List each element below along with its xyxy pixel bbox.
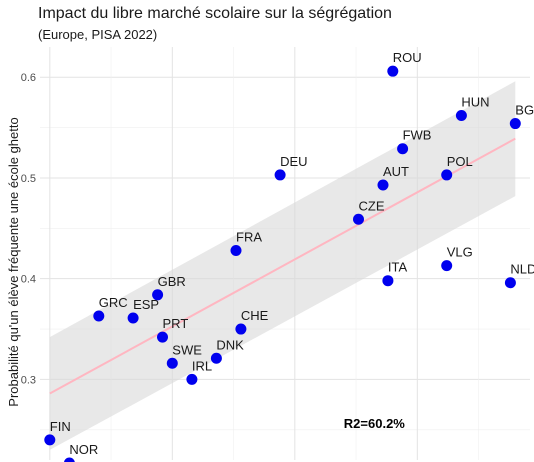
data-point-fra (231, 245, 242, 256)
point-label-bgr: BGR (515, 103, 534, 118)
point-label-aut: AUT (383, 164, 409, 179)
data-point-rou (387, 66, 398, 77)
point-label-grc: GRC (99, 295, 128, 310)
point-label-irl: IRL (192, 358, 212, 373)
point-label-ita: ITA (388, 260, 408, 275)
r2-annotation: R2=60.2% (344, 416, 406, 431)
data-point-vlg (441, 260, 452, 271)
data-point-bgr (510, 118, 521, 129)
data-point-nor (64, 458, 75, 462)
point-label-swe: SWE (172, 342, 202, 357)
point-label-esp: ESP (133, 297, 159, 312)
data-point-aut (378, 180, 389, 191)
data-point-irl (186, 374, 197, 385)
y-tick-label: 0.6 (21, 72, 36, 84)
point-label-fin: FIN (50, 419, 71, 434)
data-point-pol (441, 169, 452, 180)
point-label-deu: DEU (280, 154, 307, 169)
data-point-fin (44, 434, 55, 445)
y-axis-ticks: 0.3 0.4 0.5 0.6 (21, 72, 36, 386)
data-point-dnk (211, 353, 222, 364)
data-point-fwb (397, 143, 408, 154)
point-label-fra: FRA (236, 229, 262, 244)
point-label-gbr: GBR (158, 274, 186, 289)
data-point-cze (353, 214, 364, 225)
point-label-fwb: FWB (403, 128, 432, 143)
data-point-grc (93, 310, 104, 321)
point-label-rou: ROU (393, 50, 422, 65)
y-tick-label: 0.4 (21, 274, 36, 286)
data-point-nld (505, 277, 516, 288)
point-label-nld: NLD (510, 262, 534, 277)
point-label-che: CHE (241, 308, 269, 323)
data-point-hun (456, 110, 467, 121)
data-point-esp (128, 312, 139, 323)
point-label-pol: POL (447, 154, 473, 169)
data-point-ita (382, 275, 393, 286)
point-label-hun: HUN (461, 94, 489, 109)
point-label-cze: CZE (359, 198, 385, 213)
point-label-dnk: DNK (216, 337, 244, 352)
data-point-deu (275, 169, 286, 180)
y-tick-label: 0.3 (21, 374, 36, 386)
point-label-vlg: VLG (447, 245, 473, 260)
y-tick-label: 0.5 (21, 173, 36, 185)
point-label-nor: NOR (69, 442, 98, 457)
data-point-prt (157, 332, 168, 343)
data-point-che (235, 324, 246, 335)
point-label-prt: PRT (163, 316, 189, 331)
y-axis-label: Probabilité qu'un élève fréquente une éc… (6, 117, 21, 406)
data-point-swe (167, 358, 178, 369)
